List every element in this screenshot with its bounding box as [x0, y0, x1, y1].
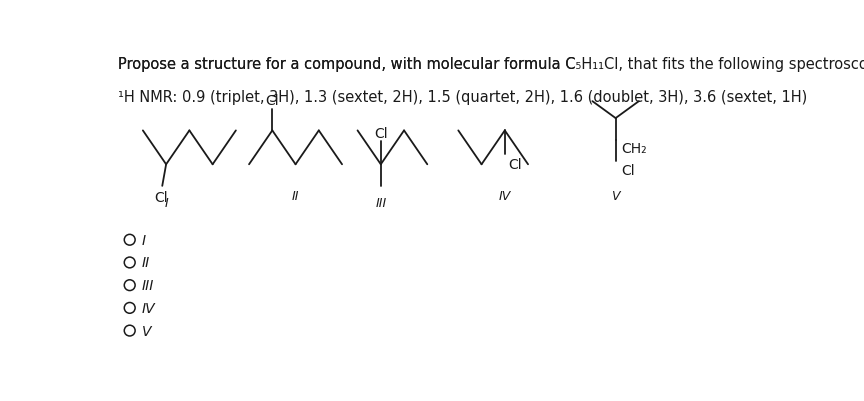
- Text: Cl: Cl: [155, 190, 168, 205]
- Text: Cl: Cl: [621, 163, 635, 177]
- Text: I: I: [142, 233, 146, 247]
- Text: III: III: [142, 278, 155, 292]
- Text: II: II: [292, 189, 299, 202]
- Text: ¹H NMR: 0.9 (triplet, 3H), 1.3 (sextet, 2H), 1.5 (quartet, 2H), 1.6 (doublet, 3H: ¹H NMR: 0.9 (triplet, 3H), 1.3 (sextet, …: [118, 89, 807, 105]
- Text: Cl: Cl: [374, 126, 388, 140]
- Text: Propose a structure for a compound, with molecular formula C: Propose a structure for a compound, with…: [118, 57, 575, 72]
- Text: Cl: Cl: [508, 157, 522, 171]
- Text: I: I: [164, 197, 168, 210]
- Text: III: III: [375, 197, 386, 210]
- Text: IV: IV: [499, 189, 511, 202]
- Text: V: V: [142, 324, 151, 338]
- Text: V: V: [612, 189, 619, 202]
- Text: Propose a structure for a compound, with molecular formula C₅H₁₁Cl, that fits th: Propose a structure for a compound, with…: [118, 57, 864, 72]
- Text: II: II: [142, 256, 150, 270]
- Text: IV: IV: [142, 301, 156, 315]
- Text: CH₂: CH₂: [621, 142, 646, 156]
- Text: Cl: Cl: [265, 94, 279, 108]
